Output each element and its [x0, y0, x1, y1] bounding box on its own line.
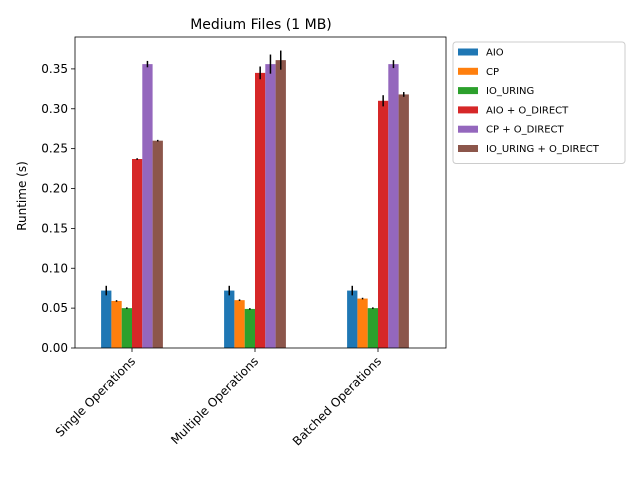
- bar-aio-single-operations: [101, 290, 112, 348]
- legend-swatch-cp-o-direct: [458, 125, 478, 133]
- legend-swatch-aio: [458, 48, 478, 56]
- bar-aio-batched-operations: [347, 290, 358, 348]
- bar-io-uring-multiple-operations: [244, 308, 255, 348]
- legend-label-aio-o-direct: AIO + O_DIRECT: [486, 105, 569, 116]
- y-tick-label: 0.35: [41, 62, 68, 76]
- x-tick-label-single-operations: Single Operations: [53, 354, 138, 439]
- bars-layer: [101, 60, 409, 349]
- bar-io-uring-batched-operations: [367, 308, 378, 348]
- bar-io-uring-o-direct-batched-operations: [398, 94, 409, 348]
- y-tick-label: 0.25: [41, 142, 68, 156]
- y-tick-label: 0.00: [41, 341, 68, 355]
- y-tick-label: 0.10: [41, 261, 68, 275]
- bar-aio-multiple-operations: [224, 290, 235, 348]
- error-bars-layer: [105, 50, 405, 310]
- bar-io-uring-single-operations: [121, 308, 132, 348]
- bar-aio-o-direct-batched-operations: [378, 100, 389, 348]
- legend-label-cp-o-direct: CP + O_DIRECT: [486, 125, 565, 136]
- bar-cp-o-direct-multiple-operations: [265, 64, 276, 349]
- legend-swatch-aio-o-direct: [458, 106, 478, 114]
- y-axis-label: Runtime (s): [15, 161, 29, 231]
- bar-io-uring-o-direct-single-operations: [152, 140, 163, 348]
- chart-title: Medium Files (1 MB): [190, 17, 332, 33]
- bar-cp-o-direct-single-operations: [142, 64, 153, 349]
- y-tick-label: 0.15: [41, 221, 68, 235]
- bar-cp-batched-operations: [357, 298, 368, 348]
- legend-swatch-cp: [458, 67, 478, 75]
- legend-frame: [452, 41, 626, 164]
- bar-cp-multiple-operations: [234, 300, 245, 348]
- x-tick-label-batched-operations: Batched Operations: [290, 354, 384, 448]
- x-tick-label-multiple-operations: Multiple Operations: [168, 354, 261, 447]
- legend-label-cp: CP: [486, 67, 499, 78]
- y-axis: 0.00 0.05 0.10 0.15 0.20 0.25 0.30 0.35: [41, 62, 75, 355]
- legend-label-io-uring-o-direct: IO_URING + O_DIRECT: [486, 144, 600, 155]
- legend-swatch-io-uring-o-direct: [458, 145, 478, 152]
- bar-io-uring-o-direct-multiple-operations: [275, 60, 286, 348]
- legend: AIO CP IO_URING AIO + O_DIRECT CP + O_DIRECT…: [452, 41, 626, 164]
- y-tick-label: 0.30: [41, 102, 68, 116]
- legend-swatch-io-uring: [458, 87, 478, 95]
- bar-aio-o-direct-multiple-operations: [255, 72, 266, 348]
- bar-cp-single-operations: [111, 300, 122, 348]
- bar-aio-o-direct-single-operations: [132, 159, 143, 348]
- plot-area-frame: [74, 36, 447, 349]
- legend-label-aio: AIO: [486, 48, 504, 59]
- bar-cp-o-direct-batched-operations: [388, 64, 399, 349]
- legend-label-io-uring: IO_URING: [486, 86, 534, 97]
- x-axis: Single Operations Multiple Operations Batc…: [53, 348, 384, 448]
- y-tick-label: 0.20: [41, 182, 68, 196]
- y-tick-label: 0.05: [41, 301, 68, 315]
